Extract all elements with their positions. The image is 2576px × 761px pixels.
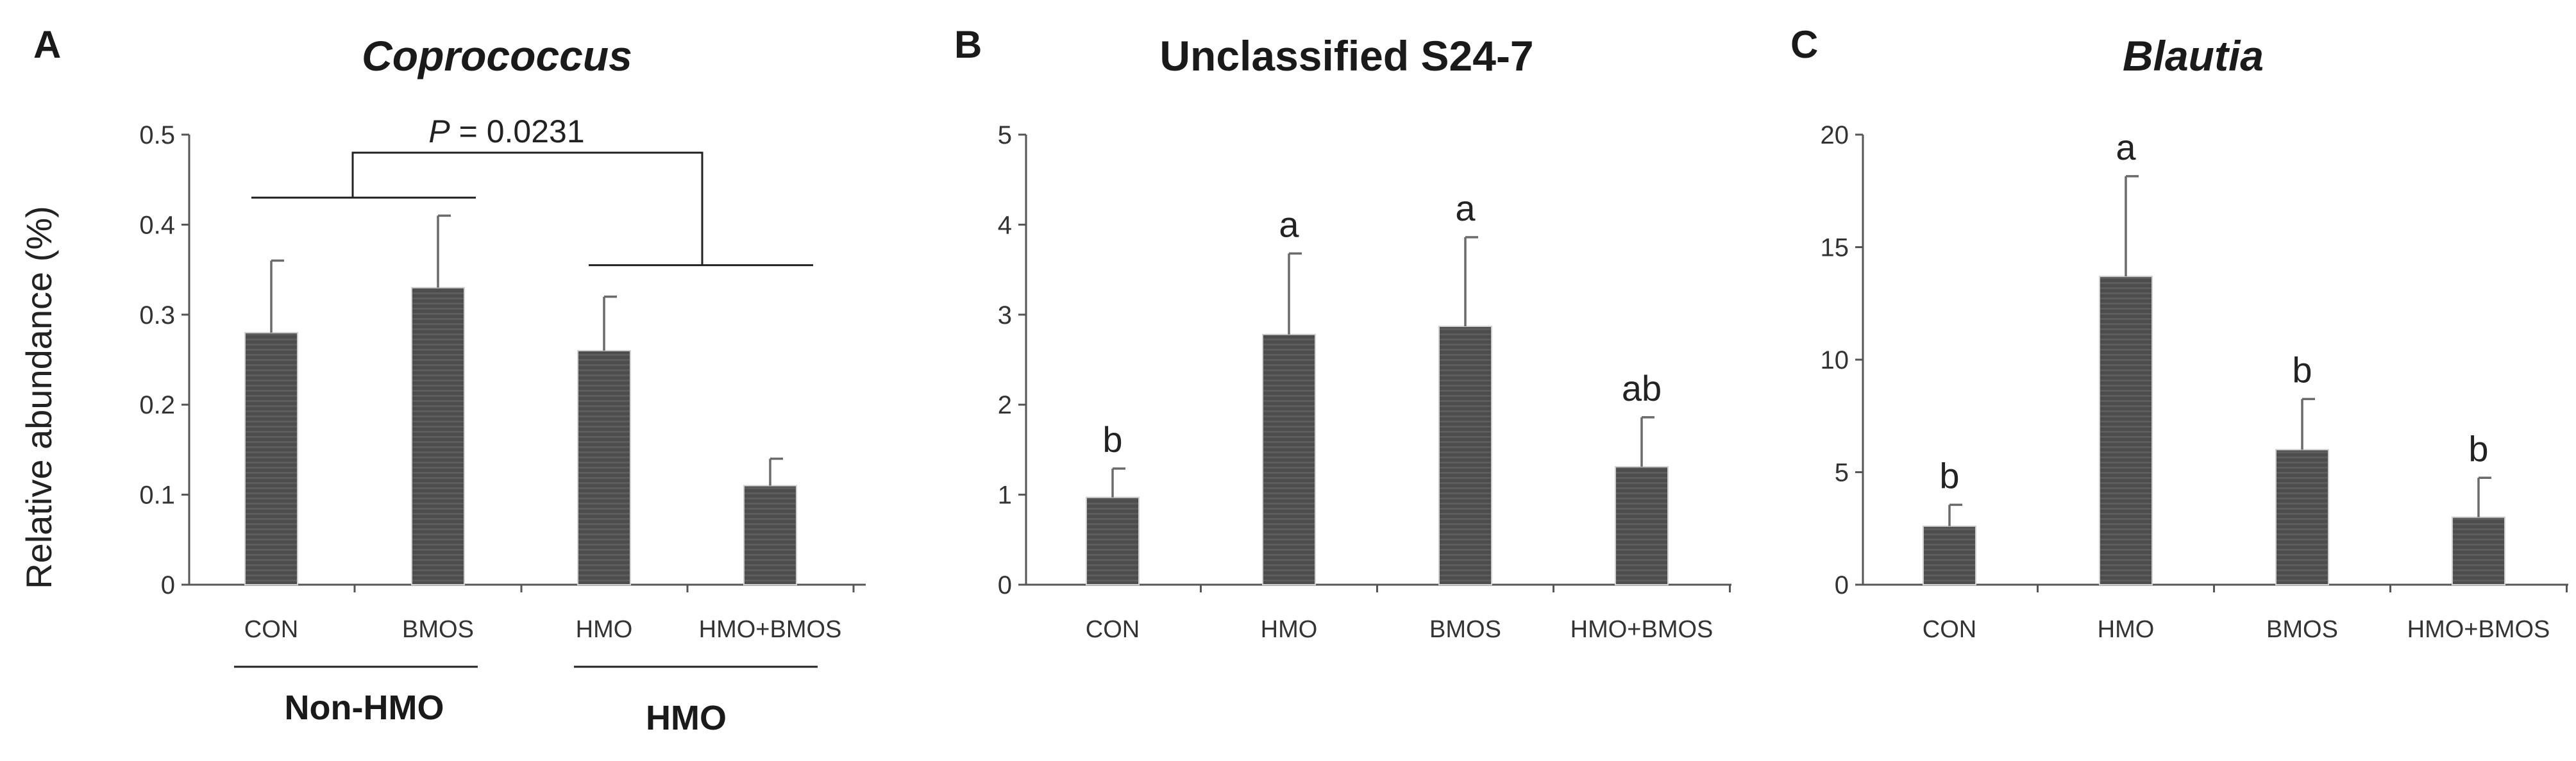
x-category-label: HMO	[576, 616, 633, 643]
y-tick-label: 3	[998, 301, 1012, 330]
panel-b-title: Unclassified S24-7	[1159, 32, 1533, 79]
panel-c-plot: 0 5 10 15 20 b CON a HMO b BMOS b HMO+BMOS	[1821, 121, 2568, 643]
x-category-label: CON	[1086, 616, 1140, 643]
y-tick-label: 4	[998, 211, 1012, 239]
y-tick-label: 0	[998, 571, 1012, 599]
panel-c-title: Blautia	[2123, 32, 2264, 79]
panel-b-plot: 0 1 2 3 4 5 b CON a HMO a BMOS ab HMO+BMOS	[998, 121, 1731, 643]
y-tick-label: 20	[1821, 121, 1849, 149]
bar-bmos	[2275, 449, 2329, 586]
p-value-number: = 0.0231	[450, 113, 585, 149]
x-category-label: HMO+BMOS	[1570, 616, 1713, 643]
group-label-hmo: HMO	[646, 699, 727, 737]
significance-letter: a	[1455, 188, 1476, 228]
y-tick-label: 0	[1835, 571, 1849, 599]
significance-letter: b	[2468, 428, 2488, 469]
bar-hmo	[1262, 333, 1316, 585]
significance-letter: b	[2292, 349, 2312, 390]
bar-con	[244, 331, 298, 585]
y-tick-label: 0	[161, 571, 175, 599]
y-tick-label: 0.4	[139, 211, 175, 239]
significance-letter: ab	[1622, 368, 1662, 408]
p-value-symbol: P	[428, 113, 450, 149]
bar-hmo-plus-bmos	[2452, 516, 2505, 586]
x-category-label: HMO+BMOS	[699, 616, 842, 643]
bar-con	[1086, 496, 1140, 586]
y-tick-label: 2	[998, 391, 1012, 419]
x-category-label: HMO+BMOS	[2407, 616, 2550, 643]
bar-hmo-plus-bmos	[743, 485, 797, 585]
x-category-label: BMOS	[2266, 616, 2338, 643]
p-value-label: P = 0.0231	[428, 113, 584, 149]
x-category-label: HMO	[1261, 616, 1318, 643]
significance-letter: a	[2116, 127, 2136, 167]
y-tick-label: 0.1	[139, 481, 175, 510]
y-tick-label: 1	[998, 481, 1012, 510]
bar-bmos	[1438, 326, 1492, 585]
plot-layer: 0 0.1 0.2 0.3 0.4 0.5 CON BMOS HMO HMO+BMOS 0 1 2 3 4 5…	[139, 121, 2568, 668]
y-tick-label: 10	[1821, 346, 1849, 374]
x-category-label: BMOS	[1429, 616, 1501, 643]
panel-letter-b: B	[954, 23, 982, 66]
bar-hmo	[577, 349, 631, 586]
panel-a-plot: 0 0.1 0.2 0.3 0.4 0.5 CON BMOS HMO HMO+BMOS	[139, 121, 866, 668]
significance-letter: b	[1102, 419, 1122, 460]
panel-letter-a: A	[33, 23, 61, 66]
x-category-label: BMOS	[402, 616, 474, 643]
y-tick-label: 15	[1821, 234, 1849, 262]
y-tick-label: 0.3	[139, 301, 175, 330]
y-axis-label: Relative abundance (%)	[19, 206, 59, 589]
bar-hmo-plus-bmos	[1615, 466, 1669, 585]
y-tick-label: 0.5	[139, 121, 175, 149]
significance-letter: b	[1939, 455, 1959, 496]
group-label-non-hmo: Non-HMO	[285, 689, 444, 727]
bar-bmos	[411, 287, 465, 585]
x-category-label: CON	[244, 616, 298, 643]
x-category-label: HMO	[2098, 616, 2155, 643]
panel-letter-c: C	[1790, 23, 1818, 66]
bar-con	[1923, 525, 1976, 585]
significance-letter: a	[1279, 204, 1299, 244]
comparison-bracket	[351, 151, 703, 265]
bar-hmo	[2099, 276, 2153, 585]
x-category-label: CON	[1923, 616, 1976, 643]
y-tick-label: 5	[998, 121, 1012, 149]
y-tick-label: 5	[1835, 459, 1849, 487]
y-tick-label: 0.2	[139, 391, 175, 419]
panel-a-title: Coprococcus	[362, 32, 632, 79]
